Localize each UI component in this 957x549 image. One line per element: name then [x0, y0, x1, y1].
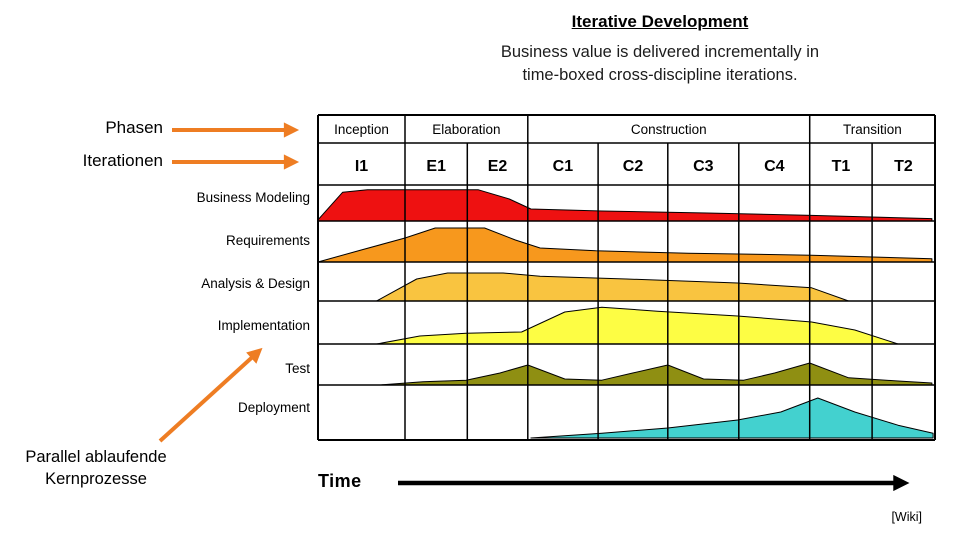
iteration-label: T2: [894, 158, 913, 175]
hump-implementation: [376, 306, 899, 345]
iteration-label: C2: [623, 158, 644, 175]
phase-label: Inception: [334, 122, 389, 137]
discipline-label: Requirements: [226, 233, 310, 248]
diagram-subtitle-line1: Business value is delivered incrementall…: [500, 43, 820, 61]
discipline-label: Analysis & Design: [201, 276, 310, 291]
diagram-title: Iterative Development: [571, 12, 749, 31]
iteration-label: E1: [426, 158, 446, 175]
hump-analysis-design: [376, 272, 850, 302]
discipline-label: Deployment: [238, 400, 310, 415]
attribution-label: [Wiki]: [891, 510, 922, 524]
iteration-label: C3: [693, 158, 714, 175]
hump-test: [379, 362, 933, 386]
rup-hump-chart: Inception I1 Elaboration E1 E2 Construction C1…: [197, 114, 936, 441]
discipline-label: Test: [285, 361, 310, 376]
iteration-label: C1: [553, 158, 574, 175]
core-processes-annotation-label: Parallel ablaufende Kernprozesse: [0, 446, 192, 490]
hump-requirements: [317, 227, 933, 263]
iteration-label: C4: [764, 158, 785, 175]
iteration-label: E2: [488, 158, 508, 175]
hump-business-modeling: [317, 189, 933, 222]
discipline-label: Business Modeling: [197, 190, 310, 205]
core-processes-line2: Kernprozesse: [45, 470, 147, 488]
phase-label: Construction: [631, 122, 707, 137]
iteration-label: T1: [832, 158, 851, 175]
iterations-annotation-label: Iterationen: [82, 151, 163, 170]
hump-deployment: [530, 397, 934, 439]
heading-block: Iterative Development Business value is …: [350, 12, 957, 87]
discipline-label: Implementation: [218, 318, 310, 333]
iteration-label: I1: [355, 158, 368, 175]
phases-annotation-label: Phasen: [105, 118, 163, 137]
time-axis-label: Time: [318, 471, 362, 491]
diagram-subtitle-line2: time-boxed cross-discipline iterations.: [522, 66, 798, 84]
core-processes-line1: Parallel ablaufende: [25, 448, 167, 466]
phase-label: Elaboration: [432, 122, 500, 137]
phase-label: Transition: [843, 122, 902, 137]
